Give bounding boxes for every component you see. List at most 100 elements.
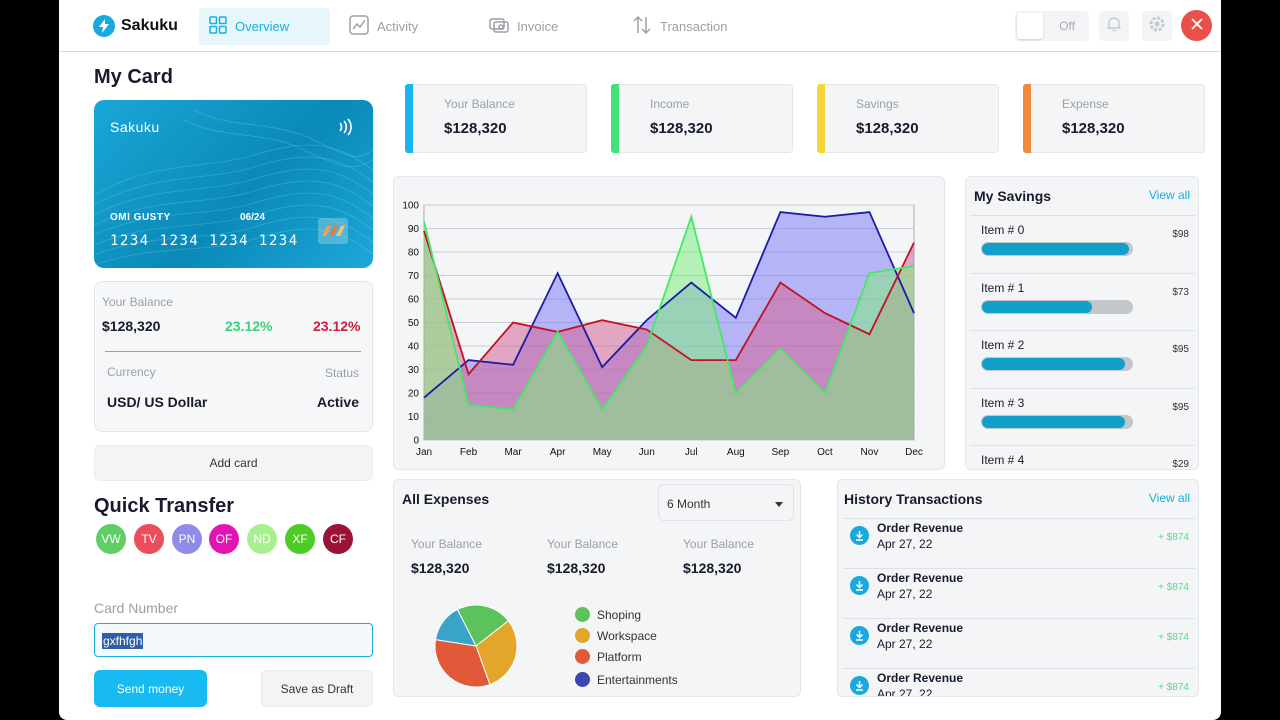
history-row-title: Order Revenue [877, 671, 964, 685]
dark-mode-toggle[interactable]: Off [1015, 11, 1089, 41]
x-tick-label: Jun [639, 447, 655, 458]
save-draft-button[interactable]: Save as Draft [261, 670, 373, 707]
x-tick-label: Dec [905, 447, 923, 458]
contactless-icon [336, 118, 356, 141]
savings-item-label: Item # 0 [981, 223, 1025, 237]
savings-progress-track [981, 299, 1133, 314]
series-line [423, 230, 915, 377]
savings-item-amount: $73 [1172, 286, 1189, 298]
my-card-title: My Card [94, 66, 173, 88]
history-row[interactable]: Order Revenue Apr 27, 22 + $874 [843, 518, 1195, 568]
savings-item[interactable]: Item # 3 $95 [970, 387, 1195, 445]
card-number-input[interactable]: gxfhfgh [94, 623, 373, 657]
close-icon [1190, 17, 1203, 35]
x-tick-label: Sep [771, 447, 789, 458]
nav-activity[interactable]: Activity [339, 8, 428, 45]
savings-progress-fill [982, 415, 1125, 428]
download-icon [850, 576, 869, 595]
history-row[interactable]: Order Revenue Apr 27, 22 + $874 [843, 618, 1195, 668]
savings-panel: My Savings View all Item # 0 $98 Item # 1 $… [965, 176, 1199, 470]
status-value: Active [316, 394, 359, 410]
contact-avatar[interactable]: PN [172, 524, 202, 554]
area-chart-panel: 0 10 20 30 40 50 60 70 80 90 100 Jan Feb Mar Apr May Jun… [393, 176, 945, 470]
stat-accent-bar [611, 84, 619, 153]
status-label: Status [324, 366, 359, 380]
savings-item-label: Item # 4 [981, 453, 1025, 467]
stat-card-balance: Your Balance $128,320 [405, 84, 587, 153]
history-row[interactable]: Order Revenue Apr 27, 22 + $874 [843, 668, 1195, 696]
y-tick-label: 100 [402, 201, 419, 212]
y-tick-label: 10 [408, 412, 420, 423]
x-tick-label: Aug [727, 447, 745, 458]
stat-value: $128,320 [650, 120, 713, 137]
legend-label: Workspace [597, 629, 657, 643]
close-button[interactable] [1181, 10, 1212, 41]
activity-icon [349, 15, 369, 38]
legend-swatch [575, 628, 590, 643]
stat-accent-bar [405, 84, 413, 153]
history-row-date: Apr 27, 22 [877, 637, 933, 651]
pie-slice[interactable] [475, 620, 518, 686]
nav-invoice[interactable]: Invoice [479, 8, 568, 45]
credit-card[interactable]: Sakuku OMI GUSTY 06/24 1234 1234 1234 12… [94, 100, 373, 268]
logo[interactable]: Sakuku [93, 15, 178, 37]
transaction-icon [632, 15, 652, 38]
card-number: 1234 1234 1234 1234 [110, 233, 299, 249]
savings-item-amount: $95 [1172, 401, 1189, 413]
contact-avatar[interactable]: VW [96, 524, 126, 554]
send-money-button[interactable]: Send money [94, 670, 207, 707]
bolt-icon [93, 15, 115, 37]
y-tick-label: 50 [408, 318, 420, 329]
savings-item[interactable]: Item # 2 $95 [970, 330, 1195, 387]
savings-progress-track [981, 414, 1133, 429]
y-tick-label: 60 [408, 295, 420, 306]
card-chip-icon [318, 218, 348, 244]
contact-avatar[interactable]: ND [247, 524, 277, 554]
history-row-date: Apr 27, 22 [877, 537, 933, 551]
history-view-all-link[interactable]: View all [1148, 491, 1190, 505]
savings-progress-fill [982, 358, 1125, 370]
pie-slice[interactable] [456, 604, 510, 647]
savings-item-label: Item # 2 [981, 338, 1025, 352]
add-card-button[interactable]: Add card [94, 445, 373, 481]
savings-item[interactable]: Item # 1 $73 [970, 272, 1195, 330]
savings-item[interactable]: Item # 4 $29 [970, 445, 1195, 469]
change-up: 23.12% [225, 318, 273, 334]
savings-progress-track [981, 242, 1133, 256]
caret-down-icon [775, 502, 783, 507]
pie-chart [434, 604, 518, 688]
savings-item[interactable]: Item # 0 $98 [970, 215, 1195, 272]
legend-label: Shoping [597, 608, 642, 622]
nav-overview[interactable]: Overview [199, 8, 330, 45]
quick-transfer-title: Quick Transfer [94, 495, 235, 517]
toggle-knob [1017, 13, 1043, 39]
history-row-amount: + $874 [1158, 532, 1189, 543]
divider [105, 351, 361, 352]
period-select[interactable]: 6 Month [658, 484, 794, 521]
history-title: History Transactions [844, 491, 983, 507]
stat-label: Your Balance [444, 97, 515, 111]
toggle-label: Off [1059, 19, 1075, 33]
app-name: Sakuku [121, 17, 178, 34]
history-row[interactable]: Order Revenue Apr 27, 22 + $874 [843, 568, 1195, 618]
contact-avatar[interactable]: CF [323, 524, 353, 554]
contact-avatar[interactable]: XF [285, 524, 315, 554]
history-row-title: Order Revenue [877, 621, 964, 635]
pie-slice[interactable] [434, 608, 477, 647]
card-wave-pattern [94, 109, 373, 266]
savings-view-all-link[interactable]: View all [1148, 188, 1190, 202]
contact-avatar[interactable]: OF [209, 524, 239, 554]
pie-slice[interactable] [434, 639, 491, 688]
x-tick-label: May [593, 447, 612, 458]
gear-icon [1148, 15, 1166, 38]
nav-transaction[interactable]: Transaction [622, 8, 737, 45]
series-line [423, 211, 915, 399]
y-tick-label: 30 [408, 365, 420, 376]
notifications-button[interactable] [1099, 11, 1129, 41]
change-down: 23.12% [313, 318, 361, 334]
y-tick-label: 80 [408, 248, 420, 259]
savings-title: My Savings [974, 188, 1052, 204]
stat-card-expense: Expense $128,320 [1023, 84, 1205, 153]
contact-avatar[interactable]: TV [134, 524, 164, 554]
settings-button[interactable] [1142, 11, 1172, 41]
